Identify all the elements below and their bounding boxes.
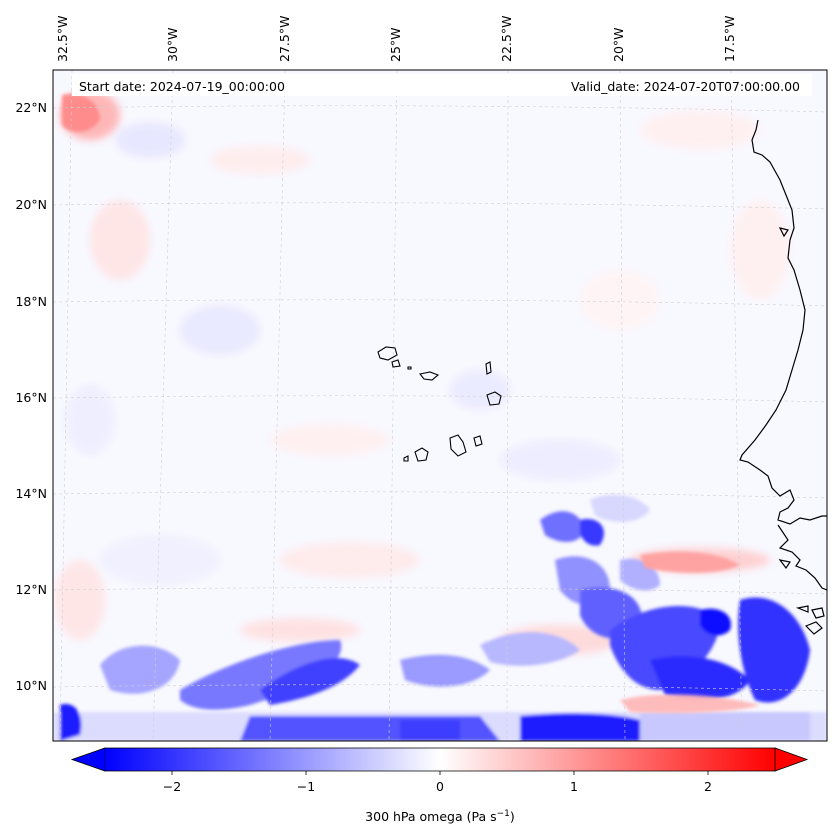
colorbar-tick-label: 1 xyxy=(570,779,578,794)
lon-label-32-5w: 32.5°W xyxy=(55,16,70,62)
colorbar-variable: 300 hPa omega xyxy=(365,809,462,824)
colorbar-label: 300 hPa omega (Pa s−1) xyxy=(365,809,515,824)
latitude-labels: 22°N 20°N 18°N 16°N 14°N 12°N 10°N xyxy=(15,100,47,693)
lat-label-14n: 14°N xyxy=(15,486,47,501)
longitude-labels: 32.5°W 30°W 27.5°W 25°W 22.5°W 20°W 17.5… xyxy=(55,16,737,62)
colorbar-units-exponent: −1 xyxy=(497,809,510,819)
date-label-box xyxy=(72,74,812,96)
cape-verde-islands xyxy=(377,346,502,462)
lat-label-10n: 10°N xyxy=(15,678,47,693)
colorbar-units-close: ) xyxy=(510,809,515,824)
colorbar-tick-label: 0 xyxy=(436,779,444,794)
valid-date-label: Valid_date: 2024-07-20T07:00:00.00 xyxy=(571,79,800,94)
colorbar-tick-label: −1 xyxy=(297,779,315,794)
lon-label-20w: 20°W xyxy=(611,27,626,62)
colorbar-units: (Pa s xyxy=(467,809,497,824)
lat-label-20n: 20°N xyxy=(15,197,47,212)
lat-label-18n: 18°N xyxy=(15,294,47,309)
graticule xyxy=(53,70,827,741)
map-frame xyxy=(52,69,828,742)
colorbar-ticks: −2 −1 0 1 2 xyxy=(163,771,712,794)
colorbar-tick-label: 2 xyxy=(704,779,712,794)
lon-label-30w: 30°W xyxy=(165,27,180,62)
colorbar-body xyxy=(105,748,775,771)
coastline xyxy=(739,119,827,635)
lon-label-27-5w: 27.5°W xyxy=(277,16,292,62)
map-panel: Start date: 2024-07-19_00:00:00 Valid_da… xyxy=(52,69,828,742)
lat-label-16n: 16°N xyxy=(15,390,47,405)
omega-field xyxy=(53,70,827,741)
lon-label-22-5w: 22.5°W xyxy=(499,16,514,62)
colorbar-tick-label: −2 xyxy=(163,779,181,794)
start-date-label: Start date: 2024-07-19_00:00:00 xyxy=(79,79,285,94)
lat-label-22n: 22°N xyxy=(15,100,47,115)
colorbar-extend-left xyxy=(70,747,106,772)
lon-label-17-5w: 17.5°W xyxy=(722,16,737,62)
colorbar-extend-right xyxy=(774,747,809,772)
colorbar: −2 −1 0 1 2 300 hPa omega (Pa s−1) xyxy=(70,747,809,824)
lat-label-12n: 12°N xyxy=(15,582,47,597)
lon-label-25w: 25°W xyxy=(388,27,403,62)
